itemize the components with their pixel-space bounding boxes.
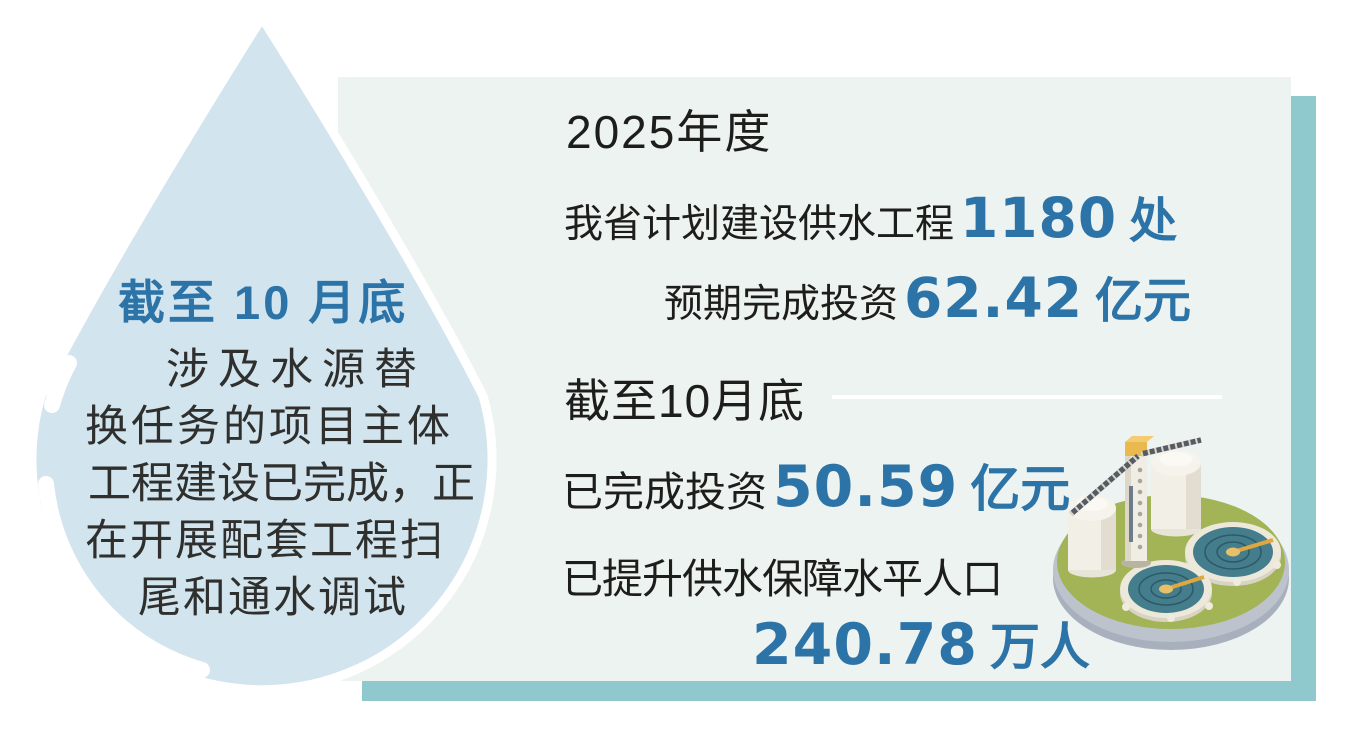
drop-paragraph-line: 在开展配套工程扫: [85, 517, 445, 565]
expected-investment-value: 62.42: [904, 266, 1083, 330]
storage-tank-left: [1068, 495, 1116, 578]
expected-investment-unit: 亿元: [1095, 275, 1192, 328]
planned-projects-value: 1180: [960, 186, 1118, 250]
water-drop-body: [27, 9, 497, 695]
expected-investment-row: 预期完成投资 62.42 亿元: [664, 261, 1191, 331]
control-tower: [1121, 436, 1154, 568]
completed-investment-label: 已完成投资: [562, 469, 767, 515]
population-row: 240.78 万人: [746, 607, 1090, 679]
water-treatment-plant-illustration: [1053, 436, 1289, 650]
drop-paragraph-line: 尾和通水调试: [138, 574, 408, 622]
completed-investment-row: 已完成投资 50.59 亿元: [562, 449, 1070, 521]
drop-highlight-arc-long: [38, 476, 210, 678]
population-unit: 万人: [989, 619, 1090, 675]
storage-tank-right: [1151, 450, 1201, 537]
planned-projects-unit: 处: [1129, 195, 1178, 248]
clarifier-pool-front: [1120, 560, 1213, 622]
completed-investment-unit: 亿元: [970, 461, 1071, 517]
drop-title: 截至 10 月底: [118, 276, 409, 329]
section-heading: 截至10月底: [564, 375, 806, 427]
population-label: 已提升供水保障水平人口: [562, 556, 1003, 602]
clarifier-pool-back: [1185, 522, 1281, 586]
drop-highlight-arc-short: [44, 355, 77, 413]
drop-paragraph-line: 工程建设已完成，正: [88, 460, 475, 508]
planned-projects-row: 我省计划建设供水工程 1180 处: [564, 181, 1177, 251]
section-divider-line: [832, 395, 1222, 399]
water-drop-shape: [27, 9, 497, 695]
expected-investment-label: 预期完成投资: [664, 283, 899, 326]
drop-paragraph-line: 涉及水源替: [166, 346, 426, 394]
planned-projects-label: 我省计划建设供水工程: [564, 203, 955, 246]
completed-investment-value: 50.59: [773, 454, 959, 520]
stats-panel: 2025年度 我省计划建设供水工程 1180 处 预期完成投资 62.42 亿元…: [338, 77, 1291, 681]
pipe-rails: [1069, 437, 1202, 517]
drop-paragraph-line: 换任务的项目主体: [85, 403, 453, 451]
population-value: 240.78: [752, 612, 978, 678]
drop-paragraph: 涉及水源替 换任务的项目主体 工程建设已完成，正 在开展配套工程扫 尾和通水调试: [84, 342, 494, 627]
year-heading: 2025年度: [566, 106, 773, 158]
